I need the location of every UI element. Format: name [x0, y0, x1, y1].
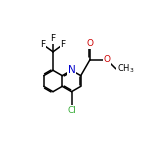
Text: F: F [40, 40, 45, 49]
Text: N: N [68, 65, 75, 75]
Text: F: F [51, 34, 56, 43]
Text: Cl: Cl [67, 106, 76, 115]
Text: O: O [103, 55, 110, 64]
Text: F: F [61, 40, 66, 49]
Text: CH$_3$: CH$_3$ [117, 63, 134, 75]
Text: O: O [86, 39, 93, 48]
